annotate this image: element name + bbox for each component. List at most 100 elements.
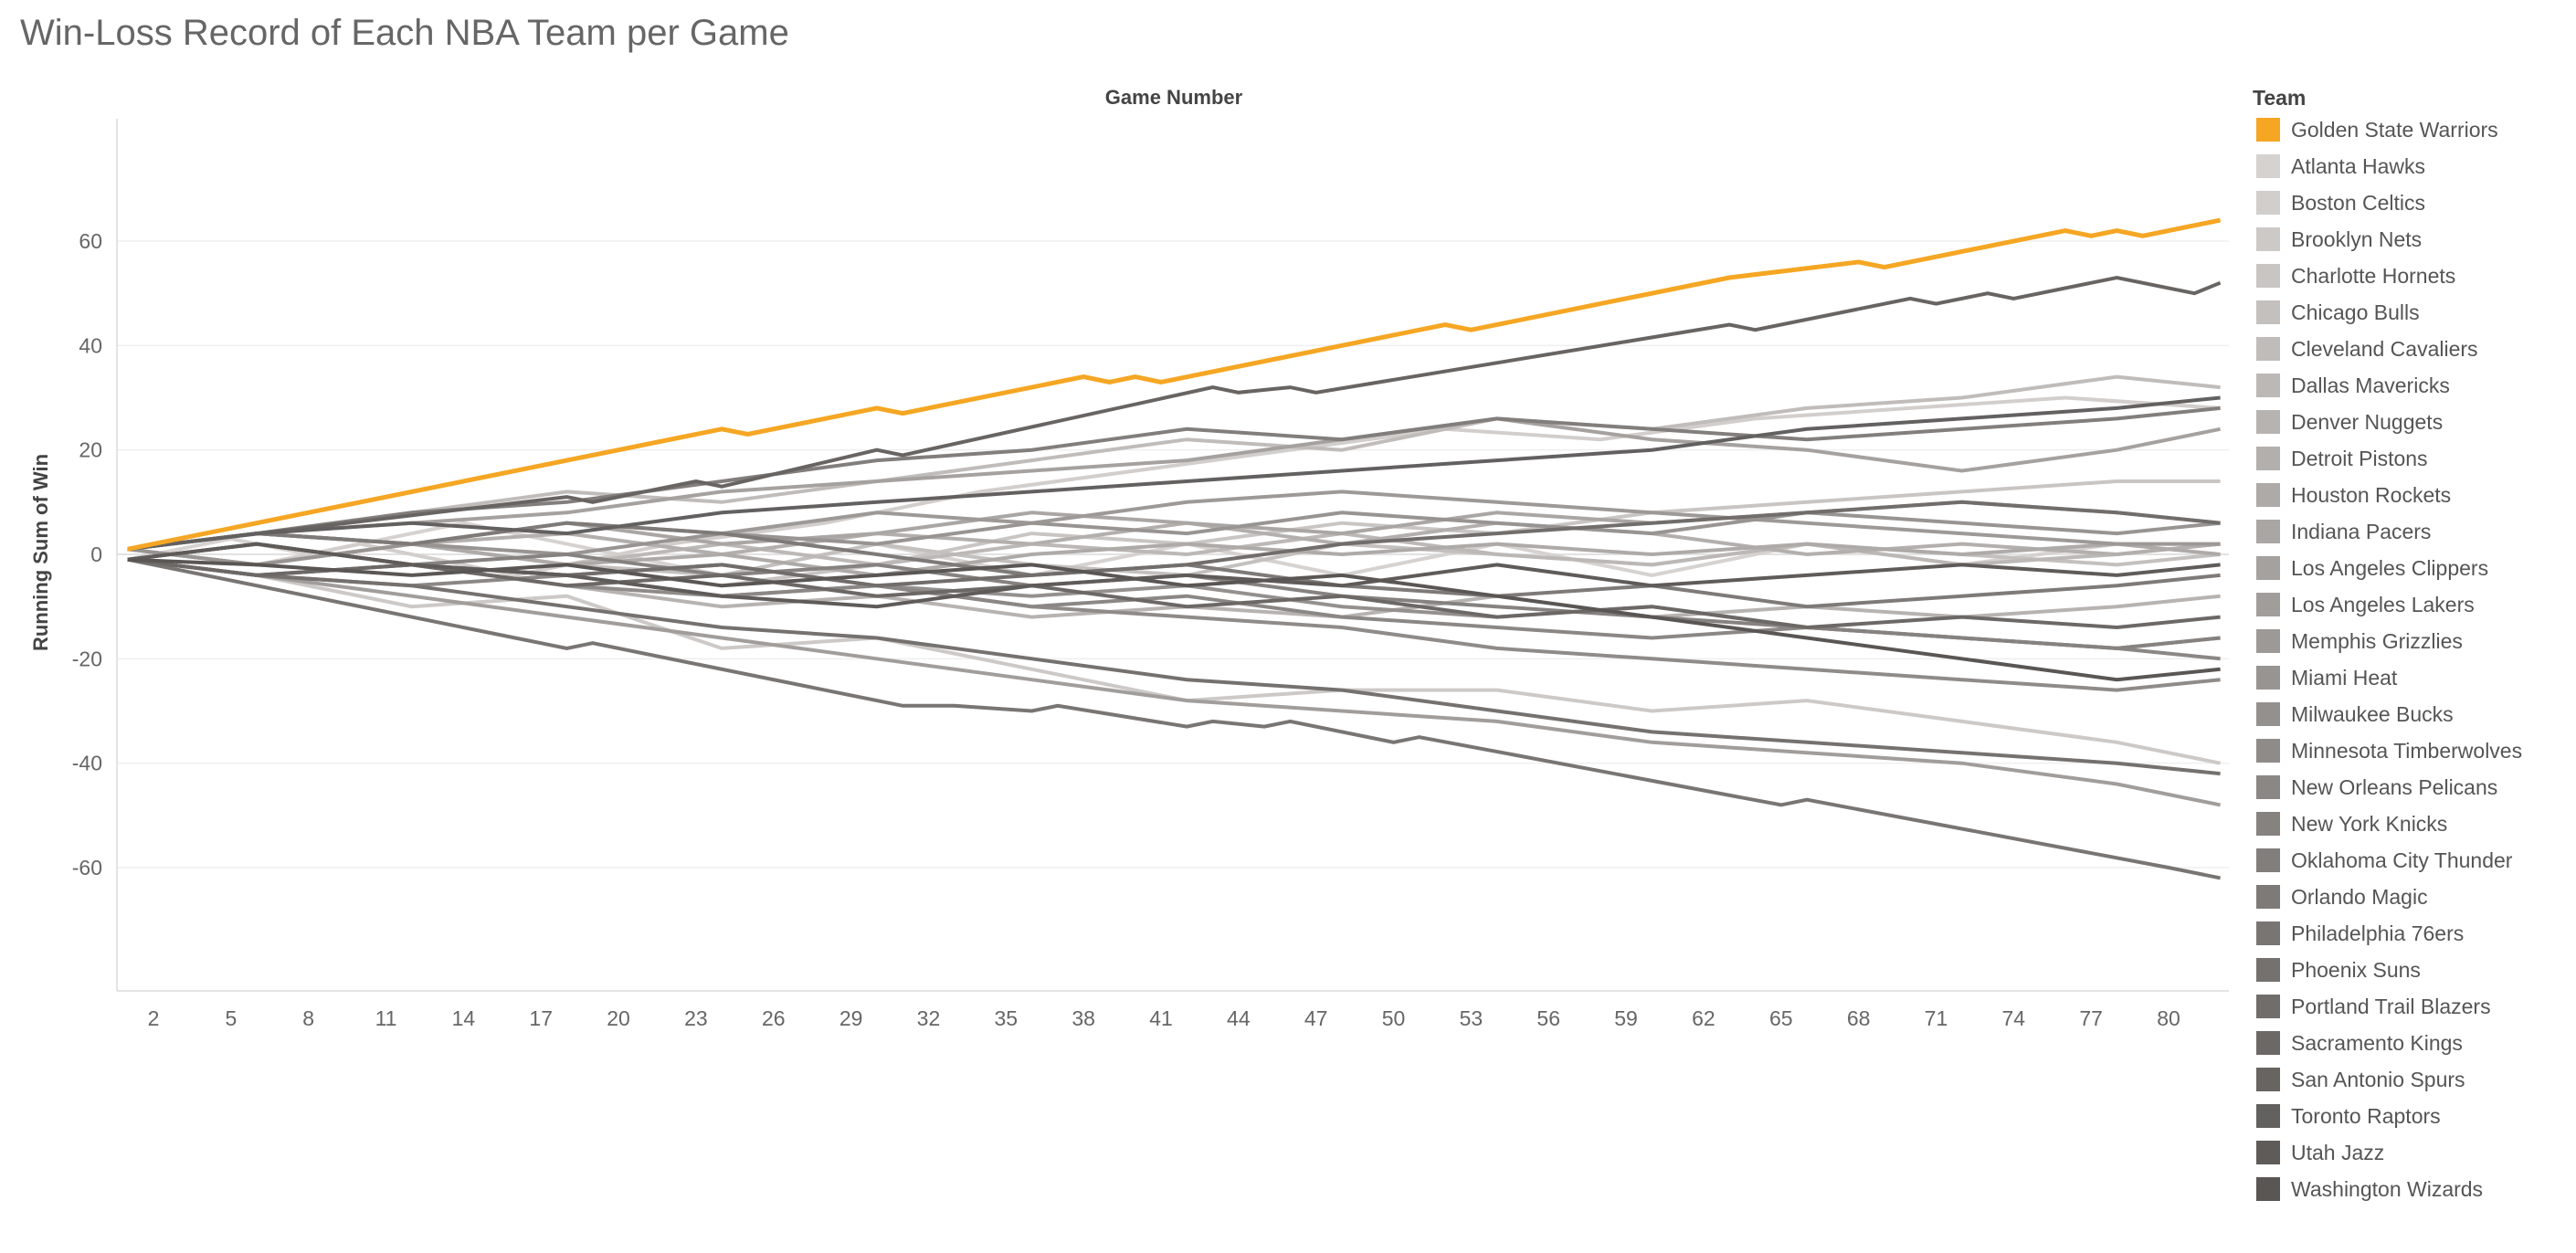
y-tick-label: -60 [72, 856, 102, 879]
series-line-washington-wizards[interactable] [127, 557, 2221, 682]
legend-swatch [2256, 1177, 2280, 1201]
legend-label: Portland Trail Blazers [2291, 994, 2491, 1018]
legend-swatch [2256, 885, 2280, 909]
legend-swatch [2256, 666, 2280, 690]
series-line-san-antonio-spurs[interactable] [127, 275, 2222, 552]
legend-label: Houston Rockets [2291, 482, 2452, 507]
legend-swatch [2256, 921, 2280, 945]
y-tick-label: 60 [79, 229, 102, 253]
legend-item[interactable]: Phoenix Suns [2253, 952, 2572, 988]
legend-swatch [2256, 995, 2280, 1018]
legend-label: Milwaukee Bucks [2291, 701, 2454, 726]
legend-item[interactable]: Charlotte Hornets [2253, 258, 2572, 294]
legend-item[interactable]: Cleveland Cavaliers [2253, 331, 2572, 367]
x-axis-title: Game Number [1105, 86, 1243, 109]
legend-swatch [2256, 483, 2280, 507]
x-tick-label: 23 [684, 1006, 708, 1030]
legend-item[interactable]: Miami Heat [2253, 659, 2572, 696]
legend-item[interactable]: Atlanta Hawks [2253, 148, 2572, 184]
x-tick-label: 41 [1149, 1006, 1173, 1030]
legend-item[interactable]: Brooklyn Nets [2253, 221, 2572, 258]
x-tick-label: 47 [1304, 1006, 1328, 1030]
x-tick-label: 26 [762, 1006, 786, 1030]
y-tick-label: -40 [72, 752, 102, 775]
series-line-utah-jazz[interactable] [127, 542, 2221, 609]
legend-swatch [2256, 154, 2280, 178]
legend-item[interactable]: Dallas Mavericks [2253, 367, 2572, 404]
legend-swatch [2256, 812, 2280, 836]
chart-plot-area: -60 -40 -20 0 20 40 60 2 5 8 11 14 17 20 23 26 29 32 35 38 4… [29, 86, 2229, 1030]
legend-swatch [2256, 702, 2280, 726]
series-line-toronto-raptors[interactable] [127, 395, 2221, 552]
y-axis-title: Running Sum of Win [29, 454, 52, 651]
legend-item[interactable]: Toronto Raptors [2253, 1098, 2572, 1134]
legend-item[interactable]: Houston Rockets [2253, 477, 2572, 513]
x-tick-label: 68 [1847, 1006, 1871, 1030]
legend-item[interactable]: Indiana Pacers [2253, 513, 2572, 550]
y-tick-label: 0 [90, 542, 102, 566]
legend-item[interactable]: Philadelphia 76ers [2253, 915, 2572, 952]
legend-swatch [2256, 1068, 2280, 1091]
series-line-houston-rockets[interactable] [127, 542, 2221, 577]
legend-label: Golden State Warriors [2291, 117, 2498, 142]
legend-item[interactable]: Detroit Pistons [2253, 440, 2572, 477]
legend-swatch [2256, 227, 2280, 251]
legend-item[interactable]: Milwaukee Bucks [2253, 696, 2572, 732]
legend-label: Utah Jazz [2291, 1140, 2385, 1164]
legend-item[interactable]: Minnesota Timberwolves [2253, 732, 2572, 769]
series-line-golden-state-warriors[interactable] [127, 217, 2222, 552]
x-tick-label: 14 [452, 1006, 476, 1030]
legend-label: Dallas Mavericks [2291, 373, 2450, 397]
legend-item[interactable]: Portland Trail Blazers [2253, 988, 2572, 1025]
x-tick-label: 77 [2079, 1006, 2103, 1030]
x-tick-label: 32 [917, 1006, 941, 1030]
legend-item[interactable]: Washington Wizards [2253, 1171, 2572, 1207]
y-tick-label: -20 [72, 647, 102, 670]
legend-item[interactable]: Orlando Magic [2253, 879, 2572, 915]
legend-item[interactable]: Memphis Grizzlies [2253, 623, 2572, 659]
x-tick-label: 29 [839, 1006, 863, 1030]
legend-item[interactable]: Los Angeles Lakers [2253, 586, 2572, 623]
series-line-boston-celtics[interactable] [127, 395, 2221, 577]
x-tick-label: 80 [2157, 1006, 2180, 1030]
legend: Team Golden State Warriors Atlanta Hawks B… [2253, 84, 2572, 1207]
x-tick-label: 8 [302, 1006, 314, 1030]
x-tick-label: 38 [1072, 1006, 1095, 1030]
legend-item[interactable]: Golden State Warriors [2253, 111, 2572, 148]
legend-swatch [2256, 1031, 2280, 1055]
legend-label: Sacramento Kings [2291, 1030, 2463, 1055]
legend-item[interactable]: Chicago Bulls [2253, 294, 2572, 331]
legend-swatch [2256, 447, 2280, 470]
legend-item[interactable]: Utah Jazz [2253, 1134, 2572, 1171]
x-tick-label: 5 [225, 1006, 237, 1030]
legend-label: Chicago Bulls [2291, 300, 2420, 324]
legend-item[interactable]: Sacramento Kings [2253, 1025, 2572, 1061]
x-tick-label: 53 [1460, 1006, 1483, 1030]
legend-swatch [2256, 593, 2280, 616]
series-line-phoenix-suns[interactable] [127, 557, 2221, 776]
x-tick-label: 11 [375, 1006, 397, 1030]
legend-item[interactable]: Boston Celtics [2253, 184, 2572, 221]
series-line-cleveland-cavaliers[interactable] [127, 374, 2221, 552]
series-line-los-angeles-clippers[interactable] [127, 416, 2221, 552]
legend-swatch [2256, 374, 2280, 397]
legend-item[interactable]: New Orleans Pelicans [2253, 769, 2572, 806]
legend-label: Washington Wizards [2291, 1176, 2484, 1201]
series-line-los-angeles-lakers[interactable] [127, 557, 2221, 807]
legend-item[interactable]: Los Angeles Clippers [2253, 550, 2572, 586]
legend-label: Oklahoma City Thunder [2291, 848, 2513, 872]
series-line-philadelphia-76ers[interactable] [127, 557, 2221, 880]
x-tick-label: 56 [1536, 1006, 1560, 1030]
series-lines [127, 217, 2222, 880]
series-line-miami-heat[interactable] [127, 511, 2221, 567]
legend-item[interactable]: Denver Nuggets [2253, 404, 2572, 440]
legend-item[interactable]: New York Knicks [2253, 806, 2572, 842]
legend-swatch [2256, 1104, 2280, 1128]
legend-label: Brooklyn Nets [2291, 226, 2423, 251]
legend-item[interactable]: Oklahoma City Thunder [2253, 842, 2572, 879]
legend-item[interactable]: San Antonio Spurs [2253, 1061, 2572, 1098]
legend-label: Miami Heat [2291, 665, 2398, 690]
legend-swatch [2256, 739, 2280, 763]
legend-swatch [2256, 556, 2280, 580]
legend-swatch [2256, 848, 2280, 872]
